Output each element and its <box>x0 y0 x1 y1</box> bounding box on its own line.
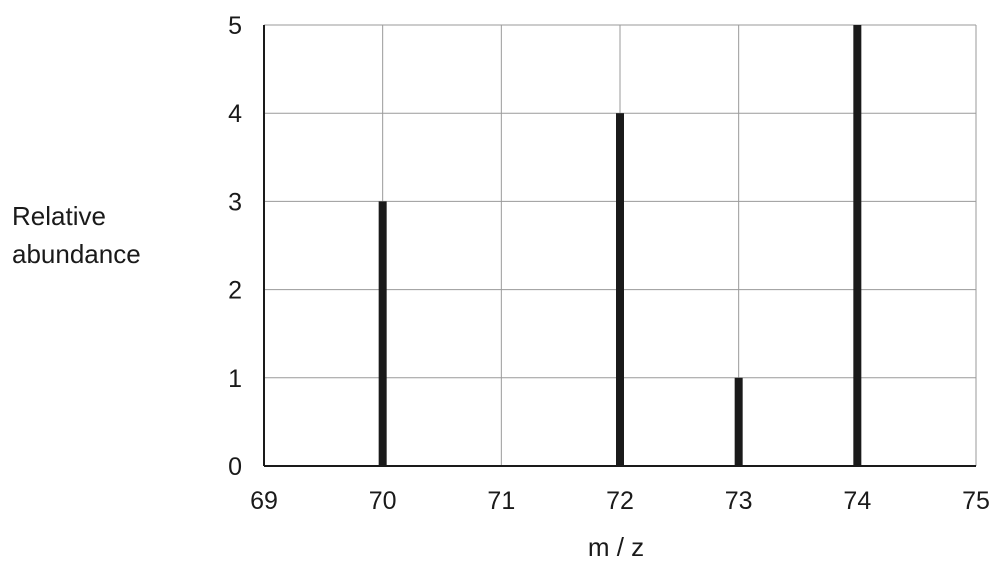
x-axis-title: m / z <box>588 532 644 562</box>
x-tick-label: 74 <box>843 487 871 515</box>
x-tick-labels: 69 70 71 72 73 74 75 <box>250 487 990 515</box>
bars <box>378 25 862 466</box>
bar-mz-72 <box>616 113 624 466</box>
y-tick-label: 0 <box>228 453 242 481</box>
bar-mz-74 <box>853 25 862 466</box>
x-tick-label: 72 <box>606 487 634 515</box>
x-tick-label: 75 <box>962 487 990 515</box>
y-axis-title-line-1: Relative <box>12 201 106 231</box>
y-tick-label: 1 <box>228 365 242 393</box>
y-tick-labels: 0 1 2 3 4 5 <box>228 12 242 481</box>
bar-mz-70 <box>378 201 387 466</box>
y-tick-label: 4 <box>228 100 242 128</box>
y-axis-title-line-2: abundance <box>12 239 141 269</box>
y-tick-label: 2 <box>228 277 242 305</box>
x-tick-label: 69 <box>250 487 278 515</box>
bar-mz-73 <box>734 377 743 466</box>
y-tick-label: 5 <box>228 12 242 40</box>
x-tick-label: 71 <box>487 487 515 515</box>
y-tick-label: 3 <box>228 188 242 216</box>
x-tick-label: 73 <box>725 487 753 515</box>
x-tick-label: 70 <box>369 487 397 515</box>
